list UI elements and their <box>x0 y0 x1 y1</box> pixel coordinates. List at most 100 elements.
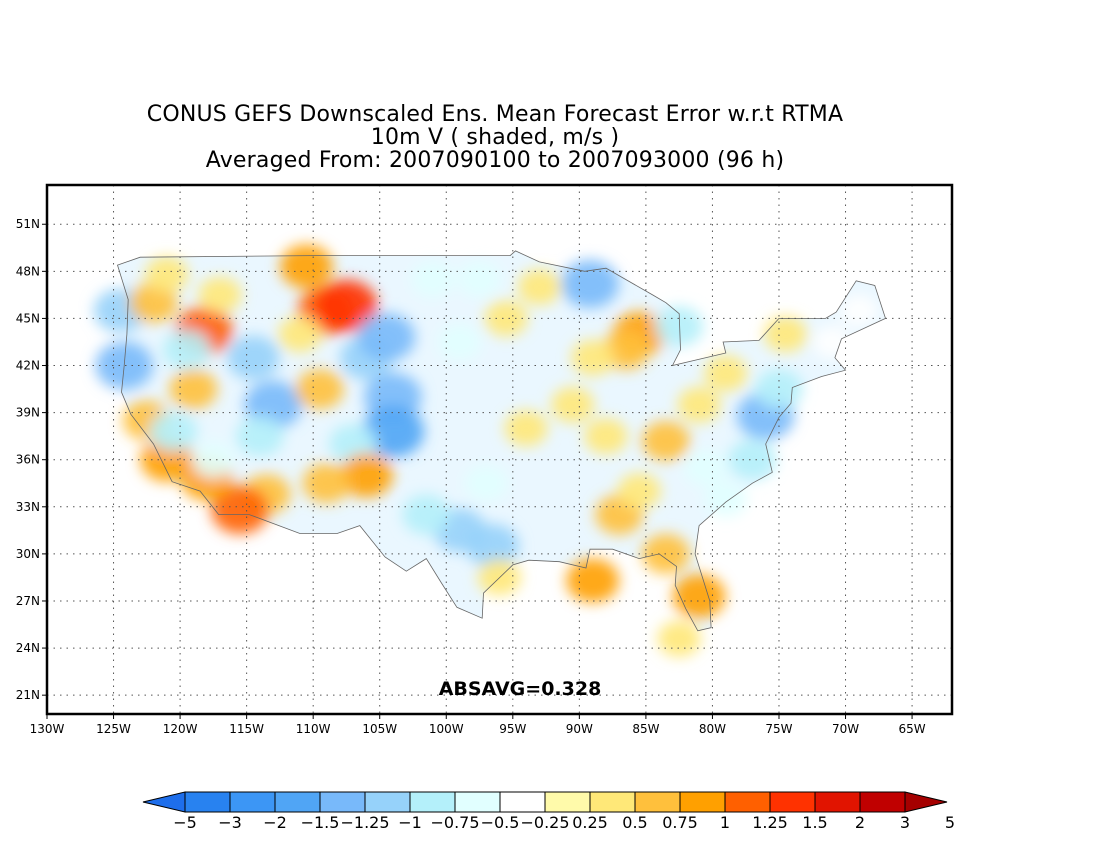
map-title-line-1: CONUS GEFS Downscaled Ens. Mean Forecast… <box>146 102 844 127</box>
error-blob <box>457 261 502 298</box>
error-blob <box>672 574 726 619</box>
lat-tick-label: 51N <box>16 217 40 231</box>
lon-tick-label: 125W <box>96 722 131 736</box>
error-blob <box>169 369 218 410</box>
error-blob <box>145 256 189 293</box>
error-blob <box>464 465 508 502</box>
lat-tick-label: 39N <box>16 406 40 420</box>
lon-tick-label: 105W <box>362 722 397 736</box>
map-frame <box>45 183 954 716</box>
error-blob <box>162 329 211 370</box>
error-blob <box>704 355 748 392</box>
lat-tick-label: 30N <box>16 547 40 561</box>
error-blob <box>551 386 595 423</box>
error-blob <box>211 485 269 534</box>
error-blob <box>361 405 425 458</box>
colorbar-box <box>814 791 861 813</box>
lon-tick-label: 100W <box>429 722 464 736</box>
lat-tick-label: 24N <box>16 641 40 655</box>
error-blob <box>438 324 482 360</box>
error-blob <box>517 269 562 305</box>
error-blob <box>402 494 451 535</box>
map-title-line-2: 10m V ( shaded, m/s ) <box>370 125 620 150</box>
colorbar-box <box>679 791 726 813</box>
colorbar-label: 0.25 <box>572 813 608 832</box>
colorbar-box <box>454 791 501 813</box>
lon-tick-label: 90W <box>566 722 593 736</box>
lat-tick-label: 33N <box>16 500 40 514</box>
colorbar-box <box>364 791 411 813</box>
lat-tick-label: 45N <box>16 311 40 325</box>
map-title-line-3: Averaged From: 2007090100 to 2007093000 … <box>205 148 785 173</box>
colorbar-label: −0.5 <box>481 813 520 832</box>
colorbar-label: −0.75 <box>430 813 479 832</box>
error-blob <box>302 463 351 504</box>
lon-tick-label: 80W <box>699 722 726 736</box>
lat-tick-label: 36N <box>16 453 40 467</box>
lon-tick-label: 85W <box>632 722 659 736</box>
error-blob <box>561 259 619 308</box>
longitude-tick-labels: 130W 125W 120W 115W 110W 105W 100W 95W 90W 85W 80W… <box>30 722 926 736</box>
lat-lon-grid <box>42 185 952 719</box>
error-blob <box>226 335 280 380</box>
lon-tick-label: 115W <box>229 722 264 736</box>
error-blob <box>584 418 628 455</box>
lon-tick-label: 75W <box>765 722 792 736</box>
colorbar-box <box>409 791 456 813</box>
error-blob <box>655 306 704 347</box>
error-blob <box>813 326 852 358</box>
error-blob <box>198 276 242 313</box>
colorbar-box <box>769 791 816 813</box>
error-blob <box>677 386 721 423</box>
error-blob <box>357 313 416 362</box>
colorbar-label: −1.5 <box>301 813 340 832</box>
lon-tick-label: 65W <box>899 722 926 736</box>
colorbar-box <box>544 791 591 813</box>
error-blob <box>149 411 198 452</box>
error-blob <box>280 244 333 289</box>
error-blob <box>617 473 661 510</box>
colorbar-label: 1.5 <box>802 813 827 832</box>
error-blob <box>728 439 777 480</box>
error-blob <box>411 261 455 298</box>
colorbar-high-arrow <box>904 791 948 813</box>
colorbar-label: −5 <box>173 813 197 832</box>
colorbar-label: −2 <box>263 813 287 832</box>
lat-tick-label: 48N <box>16 264 40 278</box>
lon-tick-label: 95W <box>499 722 526 736</box>
latitude-tick-labels: 21N 24N 27N 30N 33N 36N 39N 42N 45N 48N 51N <box>16 217 40 702</box>
colorbar-label: 3 <box>900 813 910 832</box>
colorbar-label: 5 <box>945 813 955 832</box>
colorbar-label: 0.5 <box>622 813 647 832</box>
error-blob <box>295 369 344 410</box>
error-blob <box>571 339 615 376</box>
coastline-outline <box>117 250 886 632</box>
colorbar-box <box>184 791 231 813</box>
error-blob <box>466 524 520 568</box>
colorbar-label: 1 <box>720 813 730 832</box>
error-blob <box>839 294 878 327</box>
error-blob <box>235 416 284 457</box>
colorbar-box <box>319 791 366 813</box>
colorbar-label: −3 <box>218 813 242 832</box>
colorbar-label: −1 <box>398 813 422 832</box>
colorbar-label: 2 <box>855 813 865 832</box>
error-blob <box>504 410 548 447</box>
colorbar-label: −1.25 <box>340 813 389 832</box>
error-blob <box>704 480 748 517</box>
error-blob <box>755 369 803 410</box>
error-blob <box>657 620 701 657</box>
colorbar-box <box>229 791 276 813</box>
lon-tick-label: 120W <box>163 722 198 736</box>
colorbar-label: −0.25 <box>520 813 569 832</box>
lon-tick-label: 110W <box>296 722 331 736</box>
lat-tick-label: 27N <box>16 594 40 608</box>
colorbar: −5 −3 −2 −1.5 −1.25 −1 −0.75 −0.5 −0.25 0.25 0.5 0.… <box>142 791 955 832</box>
lat-tick-label: 42N <box>16 359 40 373</box>
error-blob <box>278 316 322 353</box>
error-shading-layer <box>93 244 878 657</box>
error-blob <box>129 282 178 323</box>
error-blob <box>315 279 378 332</box>
colorbar-label: 1.25 <box>752 813 788 832</box>
